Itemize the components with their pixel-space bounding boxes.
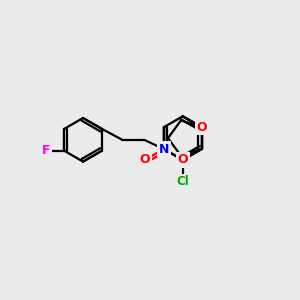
- Text: F: F: [41, 144, 50, 157]
- Text: Cl: Cl: [176, 175, 189, 188]
- Text: O: O: [177, 153, 188, 167]
- Text: O: O: [140, 153, 150, 167]
- Text: O: O: [196, 121, 207, 134]
- Text: N: N: [159, 142, 169, 155]
